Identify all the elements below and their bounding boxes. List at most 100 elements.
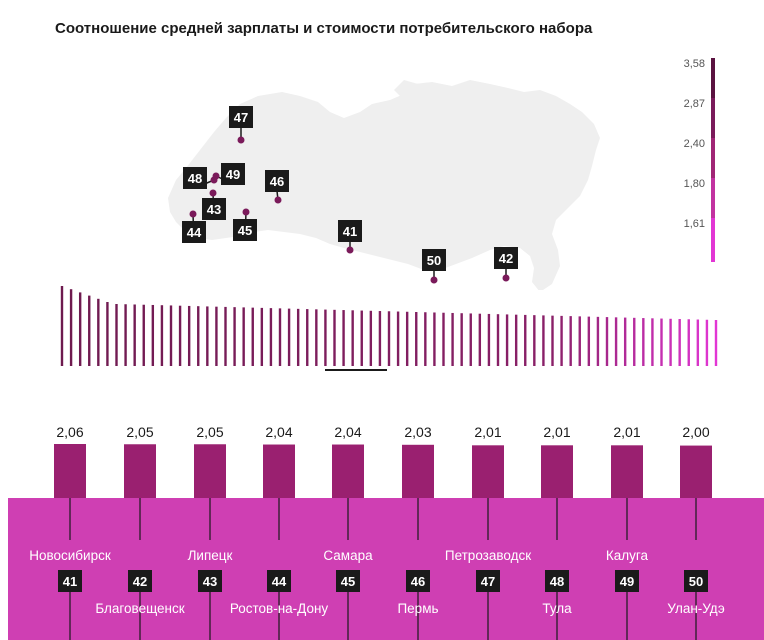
map-marker-50: 50 (422, 249, 446, 284)
overview-bar (405, 311, 409, 366)
overview-bar (97, 298, 100, 366)
city-label: Благовещенск (95, 601, 184, 616)
map-marker-42: 42 (494, 247, 518, 282)
overview-bar (678, 319, 681, 366)
overview-bar (115, 304, 118, 366)
marker-dot (189, 210, 197, 218)
city-label: Новосибирск (29, 548, 111, 563)
city-label: Пермь (397, 601, 438, 616)
rank-box (684, 570, 708, 592)
marker-dot (430, 276, 438, 284)
scale-label: 1,80 (684, 178, 705, 190)
marker-dot (242, 208, 250, 216)
marker-dot (209, 189, 217, 197)
map-marker-49: 49 (212, 163, 245, 185)
overview-bar (451, 312, 454, 366)
marker-rank-label: 44 (187, 225, 202, 240)
overview-bar (460, 313, 463, 366)
rank-label: 42 (133, 574, 147, 589)
overview-bar (560, 315, 563, 366)
overview-bar (496, 314, 500, 366)
bar-value-label: 2,05 (196, 424, 223, 440)
bar (611, 445, 643, 498)
overview-bar (669, 318, 672, 366)
marker-dot (502, 274, 510, 282)
scale-segment (711, 58, 715, 102)
map-silhouette (168, 80, 600, 290)
scale-label: 2,87 (684, 98, 705, 110)
overview-bar (551, 315, 554, 366)
city-label: Улан-Удэ (667, 601, 725, 616)
overview-bar (60, 286, 64, 366)
overview-bar (88, 295, 91, 366)
marker-rank-label: 43 (207, 202, 221, 217)
overview-bar (578, 316, 581, 366)
marker-dot (346, 246, 354, 254)
map-marker-41: 41 (338, 220, 362, 254)
overview-bar (396, 311, 400, 366)
marker-box (229, 106, 253, 128)
marker-box (233, 219, 257, 241)
rank-label: 43 (203, 574, 217, 589)
overview-bar (233, 307, 236, 366)
panel-background (8, 498, 764, 640)
overview-bar (505, 314, 509, 366)
overview-bar (651, 318, 654, 366)
overview-bar (197, 306, 200, 366)
marker-rank-label: 42 (499, 251, 513, 266)
rank-label: 45 (341, 574, 355, 589)
marker-rank-label: 50 (427, 253, 441, 268)
overview-bar (660, 318, 663, 366)
overview-bar (605, 317, 609, 366)
bar-value-label: 2,04 (265, 424, 292, 440)
overview-bar (224, 306, 227, 366)
bar (680, 445, 712, 498)
marker-dot (237, 136, 245, 144)
top-cities-panel: 2,06 41 Новосибирск 2,05 42 Благовещенск 2,05 4… (0, 410, 764, 640)
map-marker-44: 44 (182, 210, 206, 243)
marker-dot (274, 196, 282, 204)
bar (263, 444, 295, 498)
overview-bar (342, 310, 345, 366)
city-label: Петрозаводск (445, 548, 531, 563)
overview-bar (533, 315, 536, 366)
overview-bar (442, 312, 445, 366)
marker-rank-label: 41 (343, 224, 357, 239)
bar-value-label: 2,00 (682, 424, 709, 440)
bar (194, 444, 226, 498)
overview-bar (369, 310, 373, 366)
marker-rank-label: 48 (188, 171, 202, 186)
rank-box (615, 570, 639, 592)
rank-box (336, 570, 360, 592)
overview-bar (614, 317, 618, 366)
marker-rank-label: 49 (226, 167, 240, 182)
overview-bar (351, 310, 354, 366)
marker-box (182, 221, 206, 243)
overview-bar (487, 313, 491, 366)
overview-bar (687, 319, 690, 366)
rank-label: 47 (481, 574, 495, 589)
marker-box (338, 220, 362, 242)
marker-box (183, 167, 207, 189)
overview-bar (424, 312, 427, 366)
overview-bar (478, 313, 482, 366)
map-marker-46: 46 (265, 170, 289, 204)
overview-bar (106, 302, 109, 366)
city-label: Самара (323, 548, 373, 563)
chart-title: Соотношение средней зарплаты и стоимости… (55, 20, 593, 37)
city-label: Липецк (188, 548, 233, 563)
bar-value-label: 2,05 (126, 424, 153, 440)
bar-value-label: 2,01 (543, 424, 570, 440)
scale-segment (711, 138, 715, 182)
city-label: Ростов-на-Дону (230, 601, 329, 616)
city-label: Калуга (606, 548, 649, 563)
scale-label: 2,40 (684, 138, 705, 150)
overview-bar (178, 305, 182, 366)
overview-bar (596, 316, 600, 366)
bar-value-label: 2,03 (404, 424, 431, 440)
overview-bar (269, 308, 273, 366)
bar (332, 444, 364, 498)
overview-bar (278, 308, 282, 366)
overview-bar (378, 311, 382, 366)
overview-bar (260, 307, 264, 366)
